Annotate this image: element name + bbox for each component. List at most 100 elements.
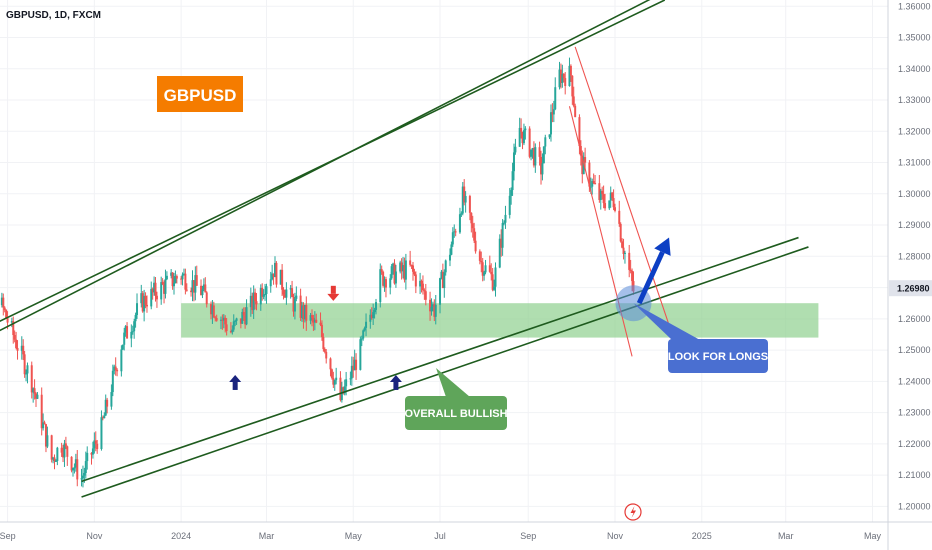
candle-body [43, 422, 46, 425]
trendlines [0, 0, 809, 498]
y-tick-label: 1.35000 [898, 33, 931, 43]
candle-body [541, 163, 544, 175]
candle-body [70, 456, 73, 471]
candle-body [309, 315, 312, 321]
candle-body [518, 127, 521, 147]
candle-body [143, 295, 146, 312]
candle-body [532, 148, 535, 166]
candle-body [252, 292, 255, 311]
down-channel-line [574, 46, 670, 326]
candle-body [2, 297, 5, 308]
candle-body [74, 459, 77, 468]
candle-body [83, 472, 86, 476]
candle-body [81, 475, 84, 479]
candle-body [54, 460, 57, 462]
y-tick-label: 1.28000 [898, 251, 931, 261]
y-tick-label: 1.22000 [898, 439, 931, 449]
candle-body [394, 271, 397, 284]
candle-body [484, 265, 487, 273]
candle-body [310, 315, 313, 318]
candle-body [229, 331, 232, 333]
candle-body [101, 417, 104, 419]
candle-body [403, 265, 406, 280]
candle-body [106, 399, 109, 407]
candle-body [522, 130, 525, 144]
candle-body [470, 212, 473, 224]
candle-body [528, 128, 531, 157]
candle-body [191, 280, 194, 293]
candle-body [619, 223, 622, 242]
candle-body [521, 131, 524, 144]
channel-lower-line [81, 236, 799, 483]
candle-body [120, 349, 123, 372]
y-tick-label: 1.29000 [898, 220, 931, 230]
candle-body [602, 194, 605, 204]
candle-body [66, 446, 69, 457]
candle-body [140, 293, 143, 304]
candle-body [261, 287, 264, 297]
candle-body [174, 276, 177, 283]
x-tick-label: Mar [778, 531, 794, 541]
candle-body [163, 284, 166, 294]
candle-body [94, 440, 97, 444]
candle-body [399, 262, 402, 272]
candle-body [192, 280, 195, 293]
candle-body [239, 318, 242, 324]
candle-body [251, 295, 254, 311]
candle-body [312, 317, 315, 323]
x-axis: Sep Nov 2024 Mar May Jul Sep Nov 2025 Mar May [0, 531, 881, 541]
candle-body [622, 247, 625, 254]
candle-body [10, 321, 13, 323]
candle-body [601, 190, 604, 195]
candle-body [373, 309, 376, 313]
candle-body [219, 319, 222, 321]
candle-body [123, 332, 126, 345]
candle-body [473, 228, 476, 241]
candle-body [370, 314, 373, 319]
candle-body [215, 318, 218, 321]
candle-body [623, 252, 626, 254]
candle-body [561, 73, 564, 83]
candle-body [538, 147, 541, 157]
candle-body [204, 284, 207, 293]
candle-body [363, 327, 366, 331]
candle-body [612, 198, 615, 208]
candle-body [0, 297, 3, 306]
candle-body [365, 321, 368, 328]
candle-body [305, 304, 308, 321]
candle-body [52, 457, 55, 460]
candle-body [355, 359, 358, 370]
candle-body [362, 330, 365, 339]
candle-body [249, 295, 252, 308]
candle-body [72, 467, 75, 471]
candle-body [429, 299, 432, 312]
candle-body [380, 269, 383, 272]
candle-body [153, 282, 156, 293]
candle-body [530, 149, 533, 157]
lightning-event-icon[interactable] [624, 503, 642, 521]
candle-body [160, 282, 163, 300]
candle-body [301, 305, 304, 318]
x-tick-label: Sep [0, 531, 16, 541]
candle-body [161, 282, 164, 285]
candle-body [342, 387, 345, 394]
overall-bullish-text: OVERALL BULLISH [404, 408, 507, 420]
overall-bullish-callout: OVERALL BULLISH [404, 368, 508, 430]
candle-body [231, 329, 234, 333]
candle-body [558, 69, 561, 88]
candle-body [131, 331, 134, 333]
candle-body [50, 435, 53, 460]
candle-body [332, 377, 335, 385]
candle-body [130, 331, 133, 339]
candle-body [451, 232, 454, 245]
candle-body [26, 365, 29, 374]
candle-body [104, 399, 107, 416]
candle-body [631, 270, 634, 282]
candle-body [293, 298, 296, 312]
candle-body [141, 293, 144, 312]
pair-label-text: GBPUSD [164, 86, 237, 105]
candle-body [508, 195, 511, 215]
candle-body [488, 265, 491, 272]
candle-body [369, 314, 372, 322]
